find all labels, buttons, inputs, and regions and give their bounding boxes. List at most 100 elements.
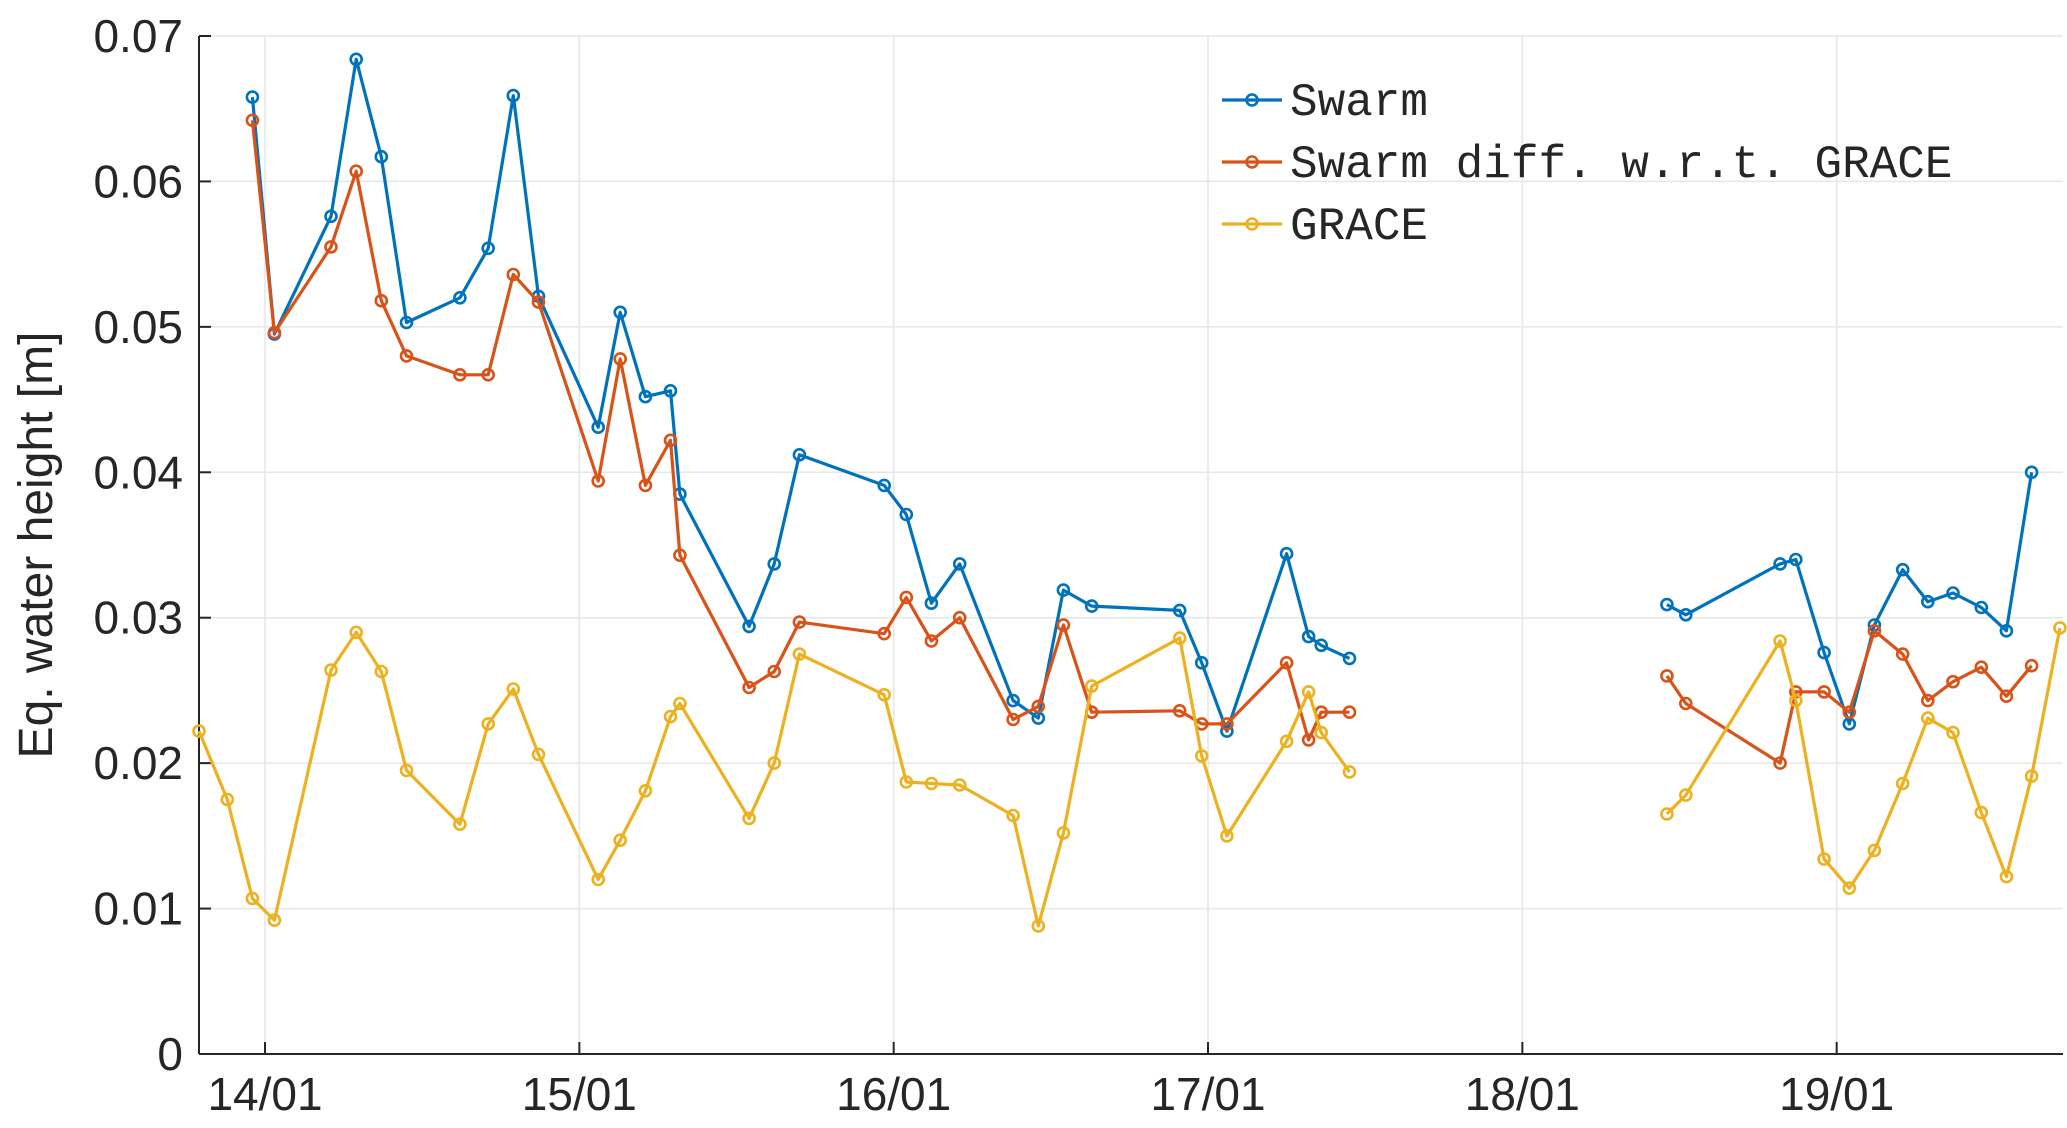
- data-point: [1817, 645, 1831, 660]
- data-point: [1056, 618, 1071, 632]
- y-tick-label: 0.02: [93, 737, 183, 789]
- data-point: [1999, 623, 2014, 638]
- data-point: [1172, 703, 1187, 718]
- data-point: [506, 682, 521, 696]
- data-point: [1006, 693, 1020, 708]
- data-point: [663, 383, 678, 398]
- data-point: [591, 474, 606, 488]
- data-point: [952, 557, 967, 571]
- data-point: [742, 619, 756, 634]
- data-point: [453, 367, 467, 382]
- data-point: [742, 811, 756, 826]
- data-point: [1679, 788, 1693, 802]
- data-point: [1773, 557, 1787, 571]
- data-point: [924, 596, 939, 611]
- series-1: [245, 113, 2039, 770]
- data-point: [324, 663, 338, 677]
- data-point: [591, 872, 606, 887]
- data-point: [1817, 685, 1831, 699]
- data-point: [481, 717, 496, 731]
- data-point: [399, 315, 414, 330]
- data-point: [267, 325, 282, 340]
- data-point: [2024, 465, 2039, 480]
- legend-label: Swarm diff. w.r.t. GRACE: [1290, 139, 1953, 191]
- legend-item: Swarm: [1222, 77, 1428, 129]
- data-point: [638, 478, 653, 493]
- data-point: [1301, 733, 1316, 747]
- x-tick-label: 15/01: [522, 1068, 637, 1120]
- data-point: [1084, 679, 1099, 693]
- data-point: [399, 349, 414, 363]
- data-point: [1999, 689, 2014, 704]
- legend-label: Swarm: [1290, 77, 1428, 129]
- data-point: [245, 891, 260, 906]
- series-line: [1665, 627, 2062, 890]
- y-tick-label: 0.05: [93, 301, 183, 353]
- data-point: [767, 664, 782, 679]
- data-point: [663, 433, 678, 448]
- data-point: [1660, 597, 1674, 612]
- data-point: [613, 352, 628, 366]
- legend-item: GRACE: [1222, 201, 1428, 253]
- axes: [198, 36, 2063, 1055]
- data-point: [1867, 843, 1882, 858]
- y-tick-label: 0.06: [93, 155, 183, 207]
- data-point: [1006, 712, 1020, 727]
- y-tick-label: 0.07: [93, 10, 183, 62]
- x-tick-label: 18/01: [1465, 1068, 1580, 1120]
- data-point: [591, 420, 606, 435]
- data-point: [1279, 734, 1294, 749]
- data-point: [2024, 658, 2039, 673]
- data-point: [1817, 852, 1831, 866]
- data-point: [453, 817, 467, 832]
- legend: Swarm Swarm diff. w.r.t. GRACE GRACE: [1222, 77, 1953, 253]
- data-point: [1031, 919, 1046, 933]
- data-point: [1974, 600, 1989, 615]
- data-point: [663, 709, 678, 724]
- data-point: [1056, 583, 1071, 597]
- data-point: [324, 240, 338, 254]
- x-tick-label: 17/01: [1150, 1068, 1265, 1120]
- y-ticks: 0 0.01 0.02 0.03 0.04 0.05 0.06 0.07: [93, 10, 211, 1080]
- data-point: [1342, 651, 1357, 666]
- data-point: [613, 833, 628, 848]
- series-line: [250, 120, 1350, 742]
- data-point: [1679, 696, 1693, 711]
- data-point: [1895, 776, 1910, 791]
- data-point: [1301, 685, 1316, 699]
- data-point: [1220, 717, 1234, 731]
- data-point: [1172, 603, 1187, 618]
- data-point: [1895, 647, 1910, 661]
- data-point: [1660, 669, 1674, 683]
- data-point: [952, 778, 967, 792]
- x-tick-label: 19/01: [1779, 1068, 1894, 1120]
- legend-marker: [1245, 155, 1259, 169]
- data-point: [877, 626, 892, 641]
- data-point: [638, 389, 653, 404]
- data-point: [742, 680, 756, 695]
- data-point: [1084, 599, 1099, 613]
- data-point: [1773, 634, 1787, 648]
- y-tick-label: 0: [157, 1028, 183, 1080]
- legend-label: GRACE: [1290, 201, 1428, 253]
- data-point: [220, 792, 235, 807]
- data-point: [767, 756, 782, 770]
- data-point: [1172, 631, 1187, 645]
- data-point: [481, 367, 496, 382]
- data-point: [1946, 674, 1960, 689]
- series-line: [250, 57, 1351, 733]
- data-point: [1999, 869, 2014, 884]
- grid: [199, 35, 2063, 1055]
- series-layer: [192, 52, 2067, 933]
- data-point: [374, 293, 389, 308]
- data-point: [2053, 621, 2067, 635]
- data-point: [374, 149, 389, 164]
- x-ticks: 14/01 15/01 16/01 17/01 18/01 19/01: [207, 1042, 1894, 1120]
- data-point: [1220, 829, 1234, 843]
- data-point: [453, 290, 467, 305]
- data-point: [638, 783, 653, 798]
- data-point: [1006, 808, 1020, 823]
- data-point: [792, 447, 807, 462]
- legend-marker: [1245, 93, 1259, 107]
